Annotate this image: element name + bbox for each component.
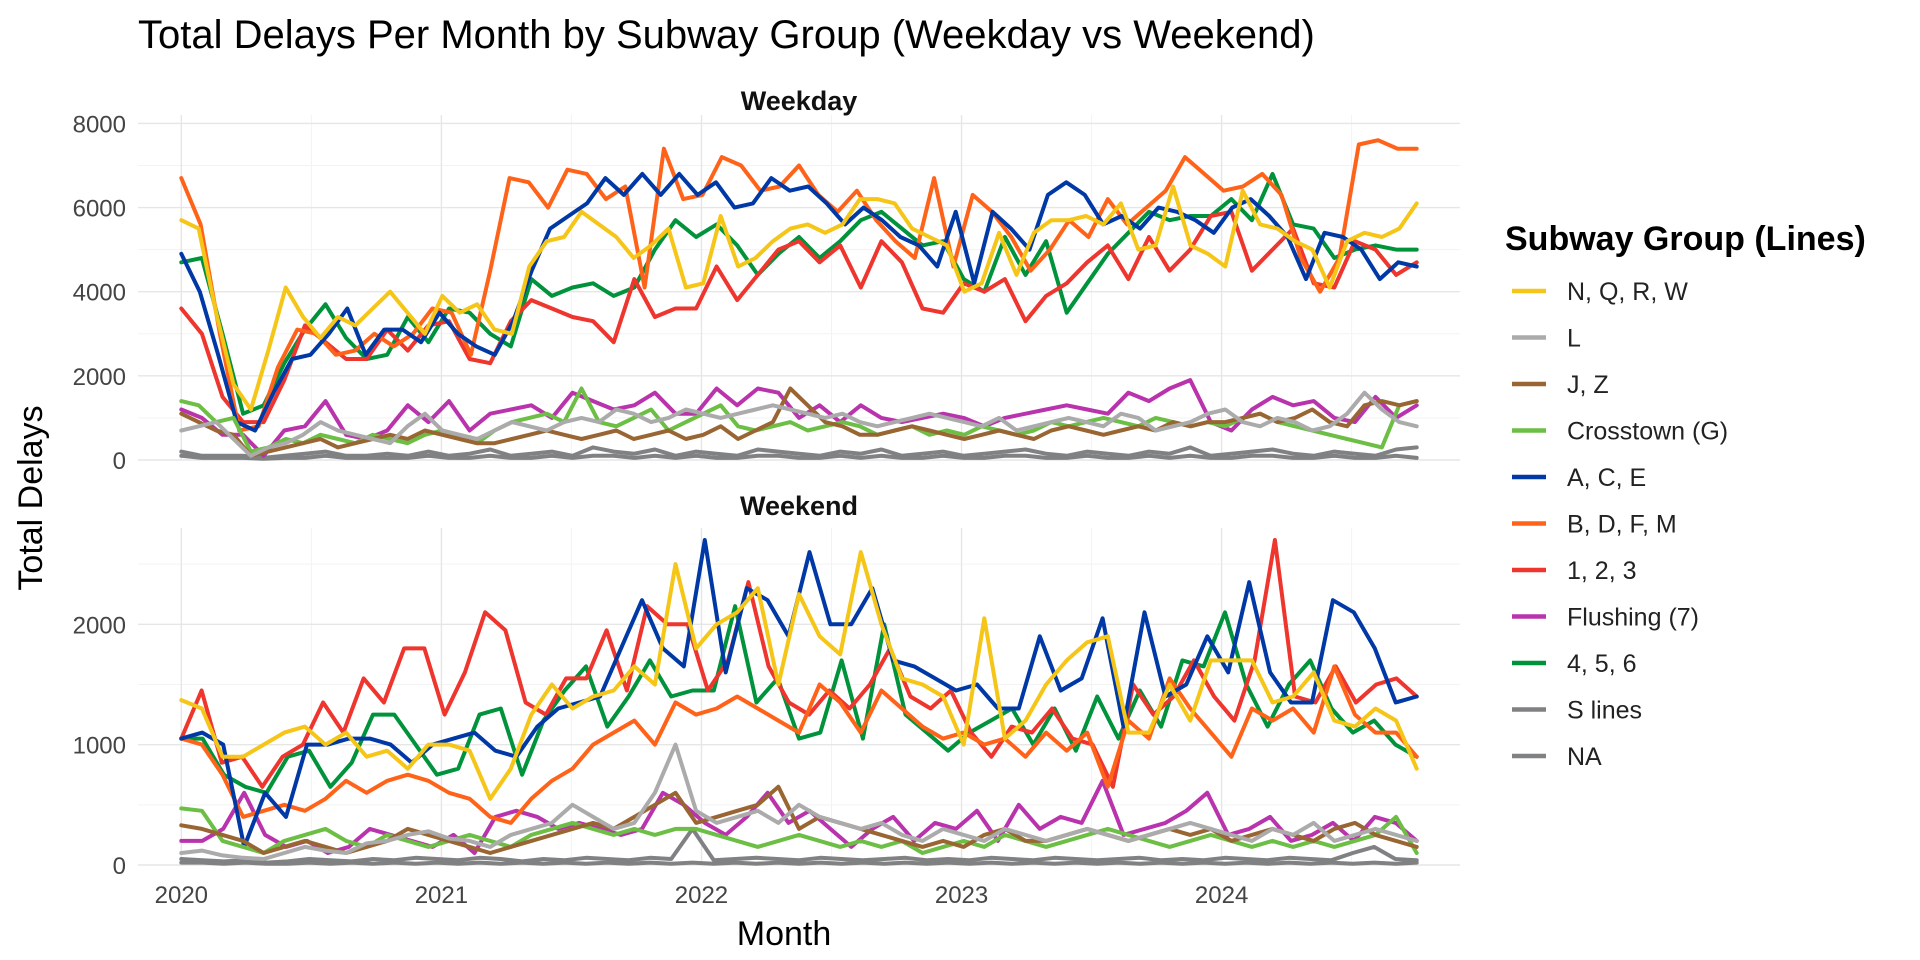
series-line-1-2-3	[179, 538, 1419, 789]
legend-label: 1, 2, 3	[1567, 557, 1637, 585]
x-tick-label: 2023	[935, 882, 988, 909]
y-tick-label: 1000	[73, 733, 126, 760]
legend-item: A, C, E	[1512, 464, 1646, 492]
series-line-b-d-f-m	[179, 138, 1419, 433]
x-tick-label: 2022	[675, 882, 728, 909]
legend-label: L	[1567, 325, 1581, 353]
legend-item: 4, 5, 6	[1512, 650, 1637, 678]
legend-item: S lines	[1512, 697, 1642, 725]
series-line-a-c-e	[179, 171, 1419, 433]
facet-title: Weekend	[740, 491, 858, 521]
legend-label: NA	[1567, 743, 1602, 771]
y-tick-label: 0	[113, 448, 126, 475]
y-tick-label: 0	[113, 853, 126, 880]
legend-item: Crosstown (G)	[1512, 418, 1728, 446]
series-line-b-d-f-m	[179, 664, 1419, 825]
legend-label: Crosstown (G)	[1567, 418, 1728, 446]
y-tick-label: 4000	[73, 280, 126, 307]
legend-item: N, Q, R, W	[1512, 278, 1688, 306]
legend-label: B, D, F, M	[1567, 511, 1677, 539]
legend-label: S lines	[1567, 697, 1642, 725]
legend-items: N, Q, R, W L J, Z Crosstown (G) A, C, E B, D,…	[1512, 278, 1728, 771]
legend-item: B, D, F, M	[1512, 511, 1677, 539]
legend-item: J, Z	[1512, 371, 1609, 399]
legend-item: 1, 2, 3	[1512, 557, 1637, 585]
legend-label: Flushing (7)	[1567, 604, 1699, 632]
series-line-l	[179, 390, 1419, 458]
series-line-crosstown-g	[179, 806, 1419, 855]
series-line-s-lines	[179, 445, 1419, 460]
series-line-s-lines	[179, 826, 1419, 865]
legend-title: Subway Group (Lines)	[1505, 220, 1866, 258]
y-tick-label: 2000	[73, 612, 126, 639]
x-tick-label: 2021	[415, 882, 468, 909]
series-line-n-q-r-w	[179, 550, 1419, 801]
y-tick-label: 6000	[73, 196, 126, 223]
y-tick-label: 8000	[73, 111, 126, 138]
legend-item: NA	[1512, 743, 1602, 771]
legend-item: Flushing (7)	[1512, 604, 1699, 632]
x-axis-title: Month	[737, 915, 832, 953]
legend-label: 4, 5, 6	[1567, 650, 1637, 678]
series-line-4-5-6	[179, 604, 1419, 795]
facet-panel-weekday: 0 2000 4000 6000 8000 Weekday	[73, 86, 1460, 475]
x-tick-label: 2024	[1195, 882, 1248, 909]
chart-title: Total Delays Per Month by Subway Group (…	[138, 13, 1315, 57]
series-line-n-q-r-w	[179, 184, 1419, 412]
facet-title: Weekday	[741, 86, 858, 116]
series-line-na	[179, 860, 1419, 866]
legend-label: N, Q, R, W	[1567, 278, 1688, 306]
series-line-na	[179, 453, 1419, 461]
y-axis-title: Total Delays	[12, 405, 50, 590]
series-line-a-c-e	[179, 538, 1419, 849]
legend-label: J, Z	[1567, 371, 1609, 399]
legend-item: L	[1512, 325, 1581, 353]
x-axis-ticks: 2020 2021 2022 2023 2024	[155, 882, 1249, 909]
legend: Subway Group (Lines) N, Q, R, W L J, Z Cros…	[1505, 220, 1866, 771]
x-tick-label: 2020	[155, 882, 208, 909]
chart-panels: 0 2000 4000 6000 8000 Weekday 0 1000 2000 Weekend…	[73, 86, 1460, 909]
series-line-j-z	[179, 386, 1419, 458]
facet-panel-weekend: 0 1000 2000 Weekend	[73, 491, 1460, 880]
legend-label: A, C, E	[1567, 464, 1646, 492]
y-tick-label: 2000	[73, 364, 126, 391]
series-line-l	[179, 742, 1419, 861]
